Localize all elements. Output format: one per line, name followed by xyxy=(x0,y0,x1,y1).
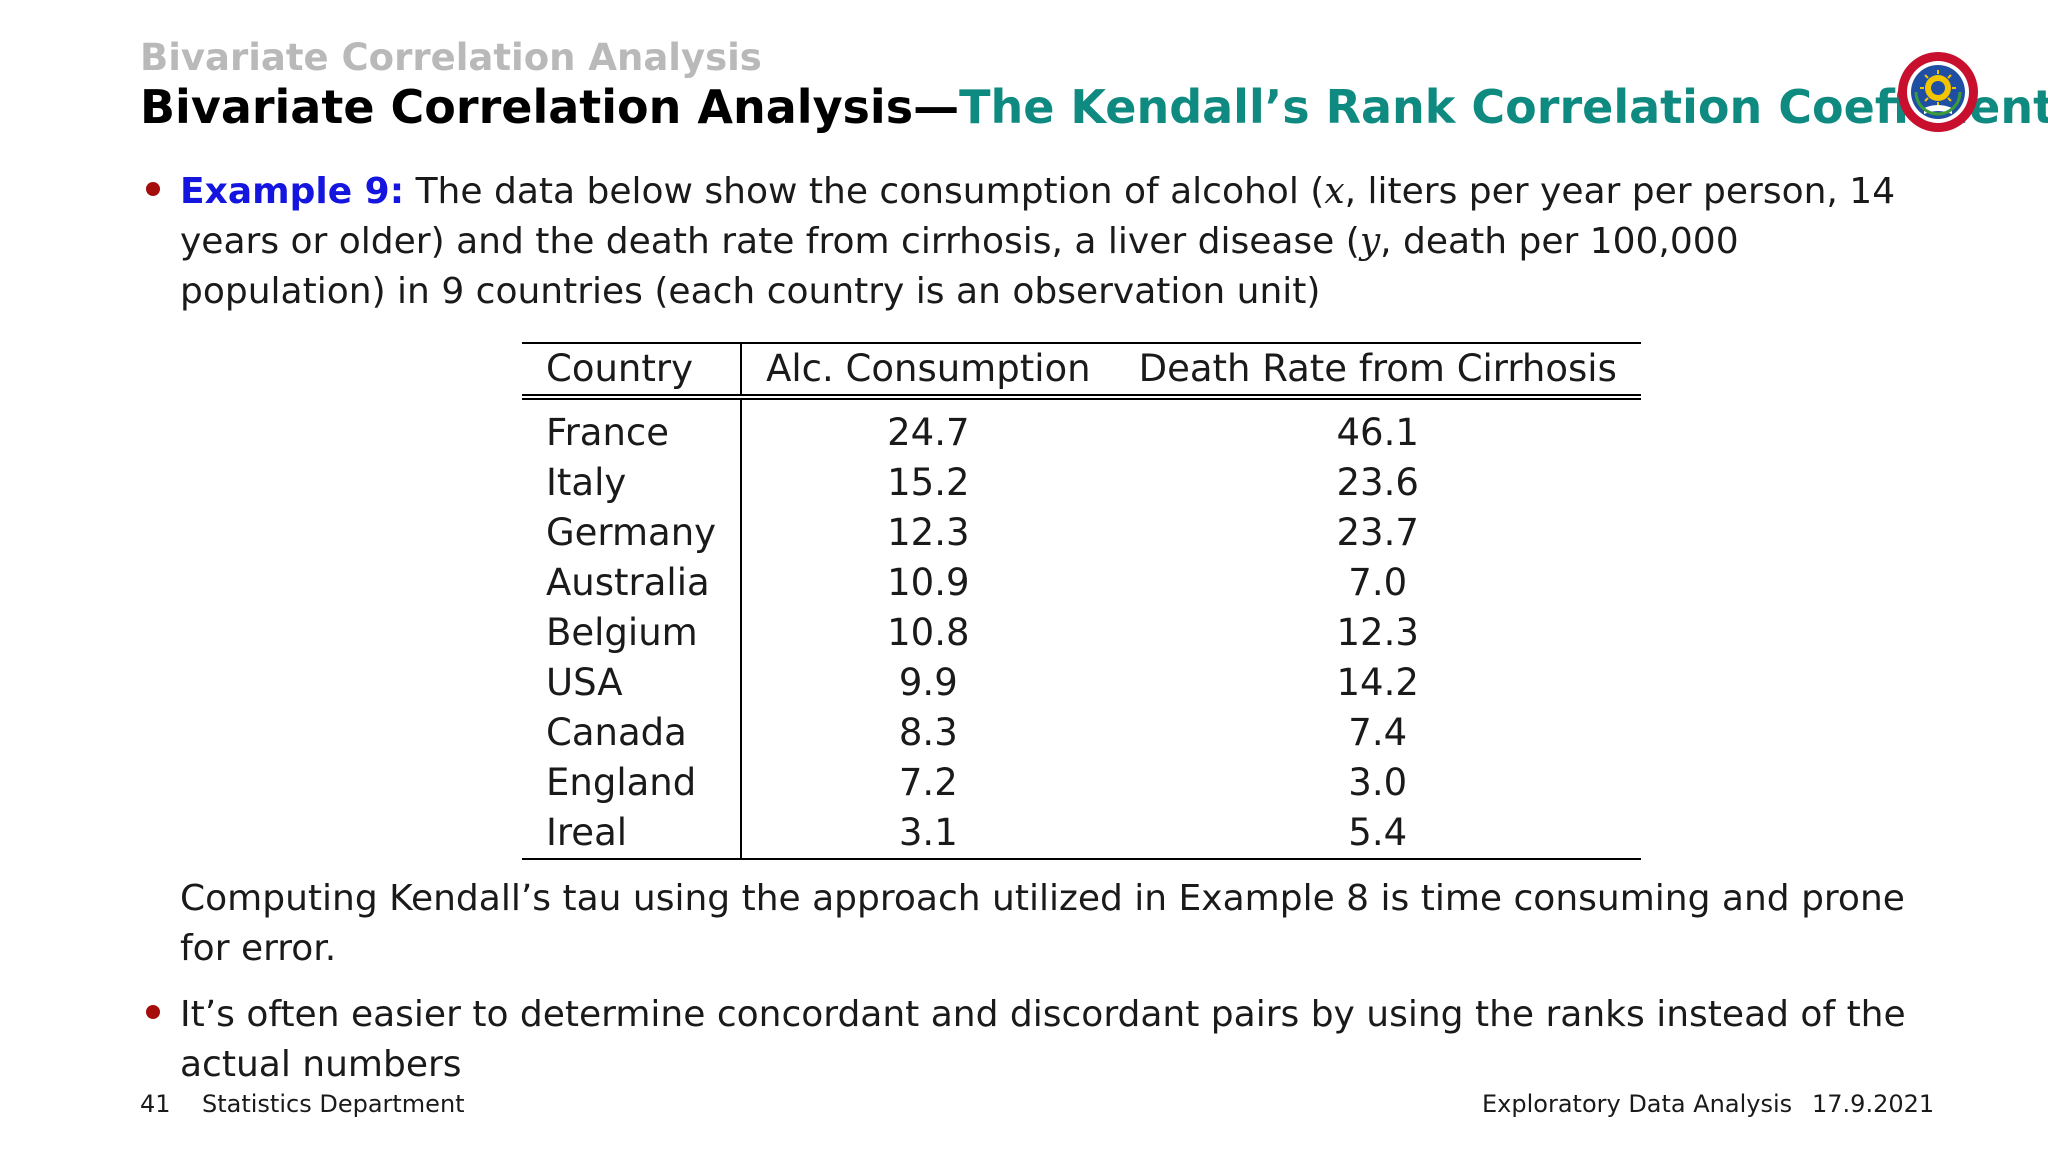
table-header-country: Country xyxy=(522,343,743,400)
footer-department: Statistics Department xyxy=(202,1090,465,1118)
table-cell-country: France xyxy=(522,397,743,458)
ranks-paragraph: It’s often easier to determine concordan… xyxy=(180,994,1906,1085)
table-cell-death-rate: 23.7 xyxy=(1336,511,1419,554)
table-cell-country: Ireal xyxy=(522,808,743,860)
bullet-1 xyxy=(146,182,160,196)
table-cell-alcohol: 10.9 xyxy=(887,561,970,604)
frame-title-accent: The Kendall’s Rank Correlation Coefficie… xyxy=(959,80,2048,134)
table-cell-alcohol: 24.7 xyxy=(887,411,970,454)
table-cell-death-rate: 7.4 xyxy=(1348,711,1408,754)
variable-x: x xyxy=(1324,171,1345,212)
table-cell-death-rate: 5.4 xyxy=(1114,808,1641,860)
table-row: Ireal 3.1 5.4 xyxy=(522,808,1641,860)
example-text-part-2: , liters per year per person, 14 years o… xyxy=(180,171,1896,262)
table-cell-alcohol: 7.2 xyxy=(898,761,958,804)
table-row: England 7.2 3.0 xyxy=(522,758,1641,808)
section-title: Bivariate Correlation Analysis xyxy=(140,36,762,79)
table-row: Italy 15.2 23.6 xyxy=(522,458,1641,508)
table-header-death-rate: Death Rate from Cirrhosis xyxy=(1114,343,1641,400)
table-cell-alcohol: 12.3 xyxy=(887,511,970,554)
table-cell-alcohol: 3.1 xyxy=(741,808,1115,860)
example-text-part-1: The data below show the consumption of a… xyxy=(404,171,1325,212)
table-cell-death-rate: 23.6 xyxy=(1336,461,1419,504)
table-row: Belgium 10.8 12.3 xyxy=(522,608,1641,658)
table-row: Australia 10.9 7.0 xyxy=(522,558,1641,608)
table-header-row: Country Alc. Consumption Death Rate from… xyxy=(522,343,1641,400)
example-label: Example 9: xyxy=(180,171,405,212)
table-cell-country: Canada xyxy=(522,708,743,758)
footer-course: Exploratory Data Analysis xyxy=(1482,1090,1793,1118)
frame-title-separator: — xyxy=(913,80,960,134)
table-cell-country: Belgium xyxy=(522,608,743,658)
example-text-part-3: , death per 100,000 population) in 9 cou… xyxy=(180,221,1739,312)
table-header-alcohol: Alc. Consumption xyxy=(741,343,1115,400)
table-cell-death-rate: 14.2 xyxy=(1336,661,1419,704)
footer-page-number: 41 xyxy=(140,1090,171,1118)
frame-title: Bivariate Correlation Analysis—The Kenda… xyxy=(140,80,2048,134)
footer-date: 17.9.2021 xyxy=(1812,1090,1935,1118)
table-cell-death-rate: 12.3 xyxy=(1336,611,1419,654)
table-cell-country: USA xyxy=(522,658,743,708)
table-cell-death-rate: 46.1 xyxy=(1336,411,1419,454)
note-paragraph: Computing Kendall’s tau using the approa… xyxy=(180,878,1905,969)
table-cell-country: Australia xyxy=(522,558,743,608)
table-cell-death-rate: 3.0 xyxy=(1348,761,1408,804)
table-cell-alcohol: 10.8 xyxy=(887,611,970,654)
variable-y: y xyxy=(1359,221,1381,262)
table-cell-country: Italy xyxy=(522,458,743,508)
table-row: Germany 12.3 23.7 xyxy=(522,508,1641,558)
data-table: Country Alc. Consumption Death Rate from… xyxy=(522,342,1641,860)
table-cell-alcohol: 15.2 xyxy=(887,461,970,504)
frame-title-main: Bivariate Correlation Analysis xyxy=(140,80,914,134)
table-cell-alcohol: 9.9 xyxy=(898,661,958,704)
table-row: USA 9.9 14.2 xyxy=(522,658,1641,708)
table-cell-death-rate: 7.0 xyxy=(1348,561,1408,604)
table-row: France 24.7 46.1 xyxy=(522,397,1641,458)
table-cell-alcohol: 8.3 xyxy=(898,711,958,754)
example-paragraph: Example 9: The data below show the consu… xyxy=(180,167,1940,317)
table-cell-country: Germany xyxy=(522,508,743,558)
table-row: Canada 8.3 7.4 xyxy=(522,708,1641,758)
university-seal-icon xyxy=(1898,52,1978,132)
bullet-2 xyxy=(146,1005,160,1019)
table-cell-country: England xyxy=(522,758,743,808)
